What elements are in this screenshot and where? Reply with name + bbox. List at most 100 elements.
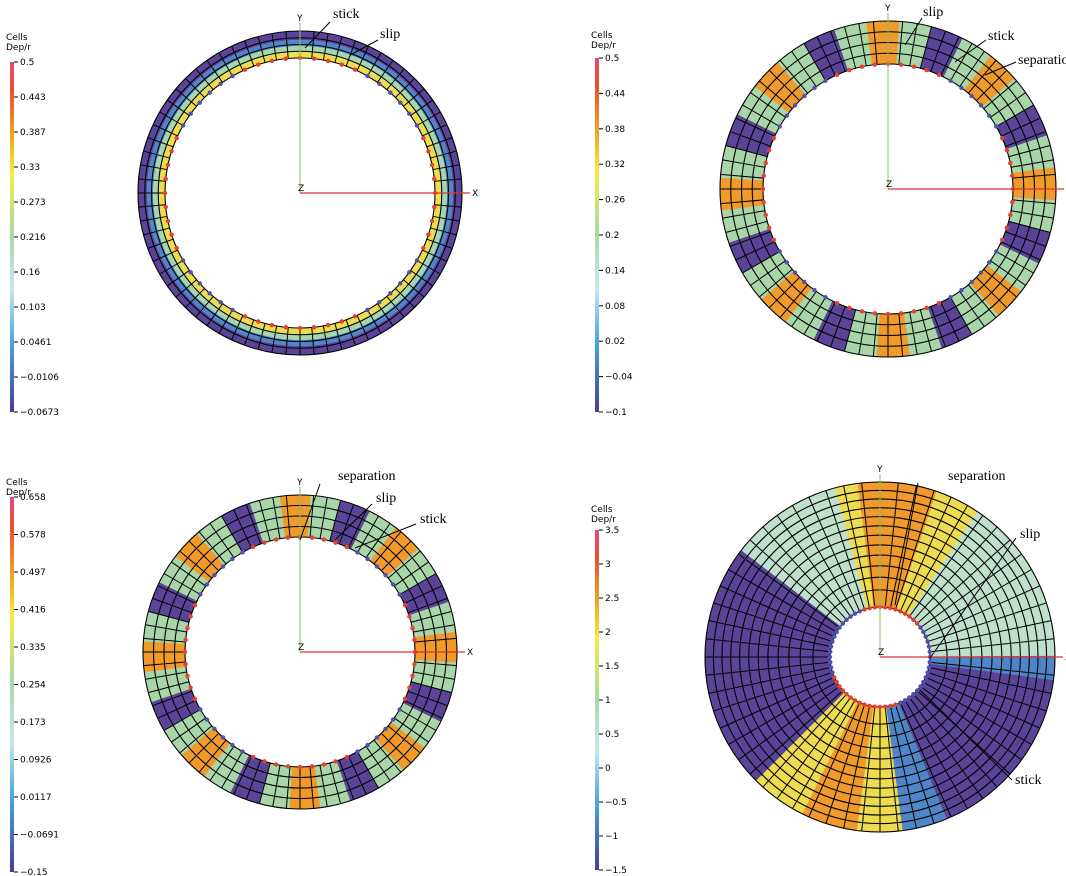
contact-node (784, 113, 790, 118)
mesh-spoke (884, 482, 899, 608)
contact-node (859, 309, 865, 314)
mesh-spoke (159, 111, 184, 126)
contact-node (857, 700, 862, 705)
contact-node (414, 258, 420, 263)
mesh-spoke (271, 325, 278, 353)
mesh-spoke (410, 270, 433, 287)
mesh-spoke (719, 676, 835, 729)
contact-node (832, 634, 837, 639)
mesh-spoke (348, 509, 367, 548)
mesh-spoke (231, 45, 244, 71)
colorbar-tick-label: 0.0926 (20, 756, 52, 766)
contact-node (1004, 225, 1010, 230)
colorbar-tick-label: 0.578 (20, 531, 46, 541)
contact-node (848, 695, 853, 700)
mesh-spoke (735, 241, 775, 261)
contact-node (333, 759, 338, 764)
mesh-spoke (185, 288, 205, 308)
colorbar-tick-label: 0.38 (605, 125, 625, 135)
colorbar-tick-label: 0.273 (20, 198, 46, 208)
mesh-spoke (322, 33, 329, 61)
colorbar-subtitle: Dep/r (6, 488, 31, 498)
contact-node (388, 291, 393, 296)
contact-node (397, 592, 402, 597)
mesh-spoke (188, 540, 220, 572)
contact-node (925, 670, 930, 675)
contact-node (174, 135, 179, 141)
contact-node (383, 726, 388, 732)
contact-node (830, 639, 835, 644)
mesh-spoke (145, 671, 187, 680)
contact-node (898, 311, 904, 316)
mesh-spoke (858, 23, 867, 66)
mesh-spoke (167, 99, 190, 116)
mesh-spoke (209, 523, 235, 559)
mesh-spoke (735, 117, 775, 137)
contact-node (426, 232, 431, 237)
mesh-spoke (983, 80, 1018, 110)
mesh-spoke (171, 717, 207, 743)
mesh-spoke (898, 21, 904, 65)
contact-node (212, 726, 217, 732)
mesh-spoke (899, 496, 952, 612)
mesh-spoke (713, 602, 833, 643)
contact-node (421, 245, 426, 251)
contact-node (978, 270, 984, 275)
mesh-spoke (916, 539, 1011, 624)
mesh-spoke (919, 309, 932, 352)
contact-node (169, 149, 174, 154)
mesh-spoke (185, 78, 205, 98)
contact-node (969, 93, 974, 99)
mesh-spoke (929, 638, 1055, 653)
mesh-spoke (319, 497, 328, 539)
mesh-spoke (791, 51, 817, 87)
contact-node (402, 696, 408, 701)
mesh-spoke (720, 199, 764, 205)
colorbar-tick-label: 0.5 (605, 730, 619, 740)
mesh-spoke (742, 104, 780, 127)
mesh-spoke (245, 504, 262, 545)
mesh-spoke (808, 496, 861, 612)
mesh-spoke (206, 303, 223, 326)
contact-node (1008, 212, 1013, 218)
annotation: slip (1020, 527, 1040, 542)
contact-node (840, 621, 846, 626)
mesh-spoke (967, 59, 997, 94)
contact-node (204, 582, 210, 587)
mesh-spoke (713, 671, 833, 712)
mesh-spoke (148, 681, 190, 694)
contact-node (914, 688, 920, 693)
annotation: stick (1015, 773, 1041, 788)
annotation-arrow (904, 17, 923, 46)
mesh-spoke (434, 204, 462, 208)
mesh-spoke (387, 550, 421, 579)
colorbar-tick-label: 2.5 (605, 594, 619, 604)
annotation: separation (948, 469, 1006, 484)
mesh-spoke (950, 43, 973, 81)
contact-node (426, 149, 431, 154)
contact-node (344, 544, 349, 550)
contact-node (907, 695, 912, 700)
mesh-spoke (729, 231, 771, 247)
mesh-spoke (244, 40, 255, 67)
mesh-spoke (272, 765, 281, 807)
contact-node (174, 245, 179, 251)
mesh-spoke (138, 178, 166, 182)
mesh-spoke (410, 681, 452, 694)
contact-node (165, 218, 171, 224)
mesh-spoke (198, 739, 227, 773)
colorbar-tick-label: 0.443 (20, 93, 46, 103)
annotation-arrow (894, 482, 919, 606)
mesh-spoke (395, 288, 415, 308)
mesh-spoke (762, 526, 847, 621)
mesh-spoke (198, 531, 227, 565)
colorbar-tick-label: 0.0461 (20, 338, 52, 348)
contact-node (766, 225, 772, 230)
colorbar-tick-label: −0.15 (20, 868, 48, 876)
mesh-spoke (319, 765, 328, 807)
mesh-spoke (257, 323, 266, 350)
contact-node (969, 279, 974, 285)
contact-node (188, 685, 193, 690)
mesh-spoke (233, 756, 252, 795)
contact-node (763, 160, 768, 166)
